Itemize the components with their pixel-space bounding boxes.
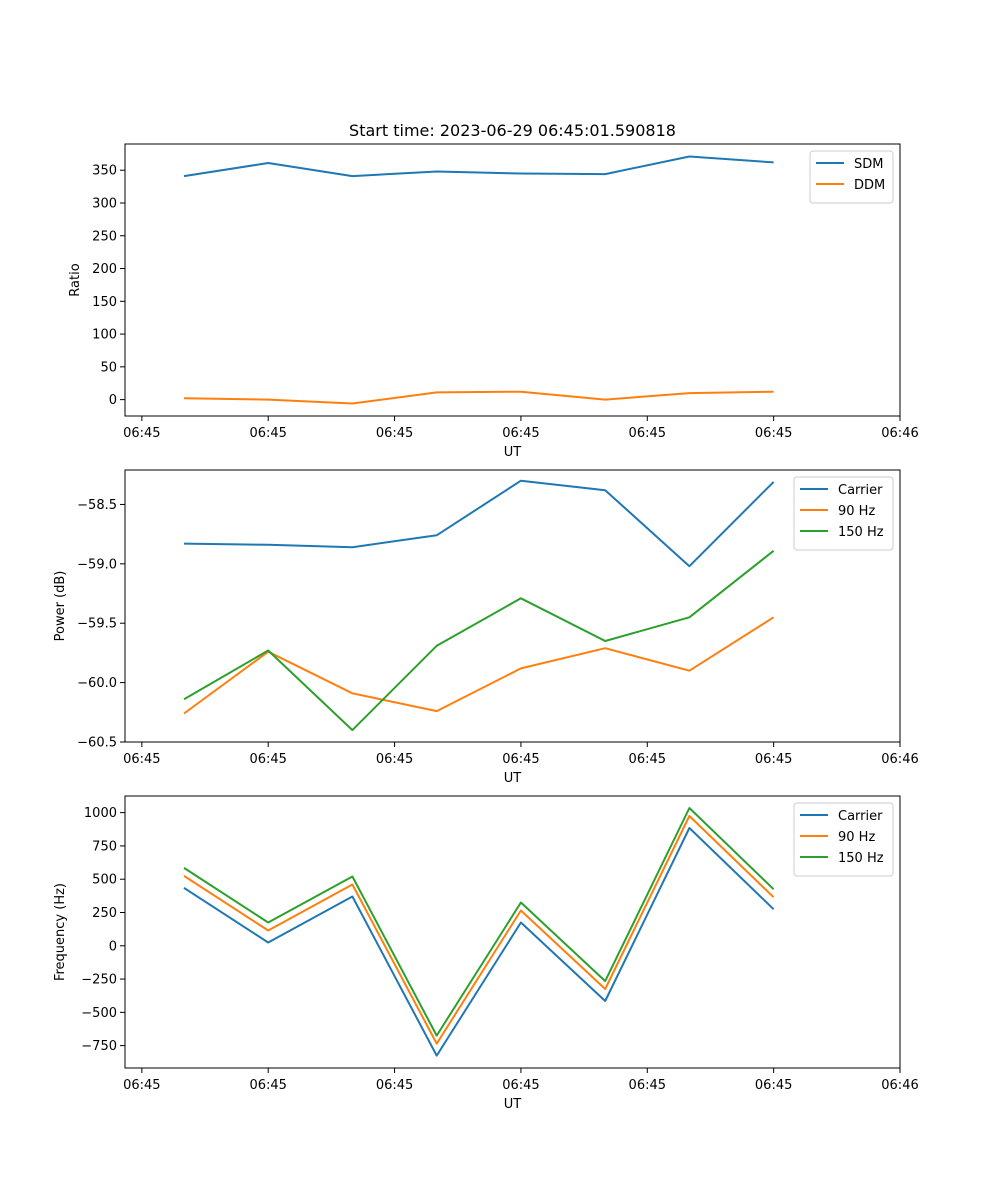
x-axis-label: UT xyxy=(504,771,522,786)
x-tick-label: 06:46 xyxy=(881,1078,918,1093)
y-tick-label: −60.0 xyxy=(77,676,117,691)
y-tick-label: −500 xyxy=(81,1006,117,1021)
x-tick-label: 06:45 xyxy=(755,752,792,767)
series-line-90-hz xyxy=(183,616,775,715)
series-line-sdm xyxy=(183,155,774,178)
y-tick-label: 250 xyxy=(92,906,117,921)
x-tick-label: 06:45 xyxy=(502,1078,539,1093)
y-tick-label: −750 xyxy=(81,1039,117,1054)
y-tick-label: 500 xyxy=(92,873,117,888)
legend-label: 150 Hz xyxy=(838,525,884,540)
plot-area-frame xyxy=(124,469,901,743)
y-axis-label: Ratio xyxy=(68,263,83,296)
x-tick-label: 06:46 xyxy=(881,752,918,767)
legend-label: Carrier xyxy=(838,809,883,824)
x-tick-label: 06:45 xyxy=(123,1078,160,1093)
x-tick-label: 06:45 xyxy=(629,1078,666,1093)
series-line-ddm xyxy=(183,390,774,405)
x-tick-label: 06:45 xyxy=(123,752,160,767)
y-tick-label: −59.0 xyxy=(77,557,117,572)
y-tick-label: 350 xyxy=(92,164,117,179)
series-line-150-hz xyxy=(183,550,775,732)
legend-label: 90 Hz xyxy=(838,504,875,519)
subplot-1: Start time: 2023-06-29 06:45:01.590818 06… xyxy=(68,121,919,460)
legend-label: 150 Hz xyxy=(838,851,884,866)
y-tick-label: 150 xyxy=(92,295,117,310)
x-tick-label: 06:45 xyxy=(376,426,413,441)
x-tick-label: 06:45 xyxy=(755,426,792,441)
x-tick-label: 06:45 xyxy=(629,752,666,767)
x-tick-label: 06:45 xyxy=(502,426,539,441)
series-line-carrier xyxy=(183,827,775,1057)
series-line-90-hz xyxy=(183,815,775,1045)
y-tick-label: 0 xyxy=(109,939,117,954)
subplot-3: 06:45 06:45 06:45 06:45 06:45 06:45 06:46 −750 −… xyxy=(53,795,919,1112)
x-tick-label: 06:45 xyxy=(249,752,286,767)
legend: SDM DDM xyxy=(809,150,894,204)
y-tick-label: 50 xyxy=(100,360,117,375)
x-tick-label: 06:45 xyxy=(629,426,666,441)
plot-area-frame xyxy=(124,143,901,417)
y-axis-label: Power (dB) xyxy=(53,571,68,642)
x-axis-label: UT xyxy=(504,1097,522,1112)
y-tick-label: 300 xyxy=(92,196,117,211)
x-tick-label: 06:45 xyxy=(755,1078,792,1093)
y-tick-label: 1000 xyxy=(84,806,117,821)
x-tick-label: 06:45 xyxy=(249,426,286,441)
y-tick-label: 250 xyxy=(92,229,117,244)
x-tick-label: 06:45 xyxy=(376,1078,413,1093)
y-axis-label: Frequency (Hz) xyxy=(53,883,68,981)
chart-title: Start time: 2023-06-29 06:45:01.590818 xyxy=(349,121,676,140)
x-tick-label: 06:45 xyxy=(502,752,539,767)
legend-label: 90 Hz xyxy=(838,830,875,845)
legend: Carrier 90 Hz 150 Hz xyxy=(793,476,894,551)
y-tick-label: −250 xyxy=(81,973,117,988)
x-tick-label: 06:45 xyxy=(123,426,160,441)
legend-label: DDM xyxy=(854,178,885,193)
series-line-carrier xyxy=(183,479,775,568)
y-tick-label: −59.5 xyxy=(77,617,117,632)
legend-label: Carrier xyxy=(838,483,883,498)
y-tick-label: −60.5 xyxy=(77,736,117,751)
x-tick-label: 06:46 xyxy=(881,426,918,441)
series-line-150-hz xyxy=(183,807,775,1037)
plot-area-frame xyxy=(124,795,901,1069)
y-tick-label: 750 xyxy=(92,839,117,854)
y-tick-label: 200 xyxy=(92,262,117,277)
y-tick-label: 100 xyxy=(92,328,117,343)
x-tick-label: 06:45 xyxy=(376,752,413,767)
x-tick-label: 06:45 xyxy=(249,1078,286,1093)
subplot-2: 06:45 06:45 06:45 06:45 06:45 06:45 06:46 −60.5… xyxy=(53,469,919,786)
legend: Carrier 90 Hz 150 Hz xyxy=(793,802,894,877)
y-tick-label: −58.5 xyxy=(77,498,117,513)
x-axis-label: UT xyxy=(504,445,522,460)
y-tick-label: 0 xyxy=(109,393,117,408)
legend-label: SDM xyxy=(854,157,883,172)
